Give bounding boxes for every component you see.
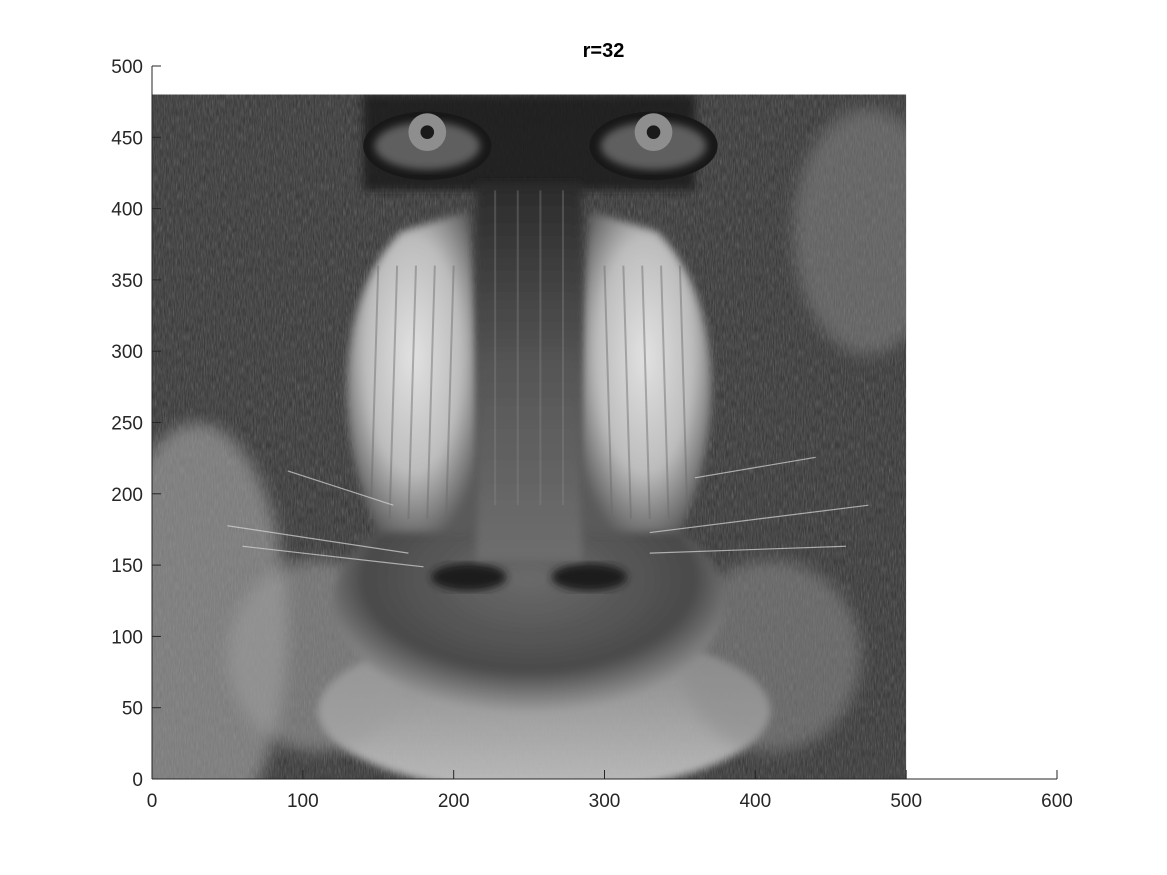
y-tick-label: 100	[111, 627, 143, 648]
nose-bridge	[476, 184, 582, 560]
right-nostril	[552, 563, 627, 590]
x-tick-label: 0	[147, 791, 158, 812]
upper-right-fur	[793, 108, 944, 354]
x-tick-label: 500	[890, 791, 922, 812]
y-tick-label: 300	[111, 342, 143, 363]
y-tick-label: 350	[111, 271, 143, 292]
x-tick-label: 600	[1041, 791, 1073, 812]
x-tick-label: 100	[287, 791, 319, 812]
chart-title: r=32	[583, 40, 625, 62]
y-tick-label: 0	[132, 770, 143, 791]
y-tick-label: 50	[122, 699, 143, 720]
left-nostril	[431, 563, 506, 590]
y-tick-label: 250	[111, 414, 143, 435]
heatmap-image	[107, 95, 944, 834]
y-tick-label: 200	[111, 485, 143, 506]
right-eye-pupil	[647, 125, 661, 139]
x-tick-label: 300	[589, 791, 621, 812]
y-tick-label: 150	[111, 556, 143, 577]
x-tick-label: 200	[438, 791, 470, 812]
left-eye-pupil	[420, 125, 434, 139]
y-tick-label: 450	[111, 128, 143, 149]
y-tick-label: 400	[111, 200, 143, 221]
y-tick-label: 500	[111, 57, 143, 78]
x-tick-label: 400	[739, 791, 771, 812]
